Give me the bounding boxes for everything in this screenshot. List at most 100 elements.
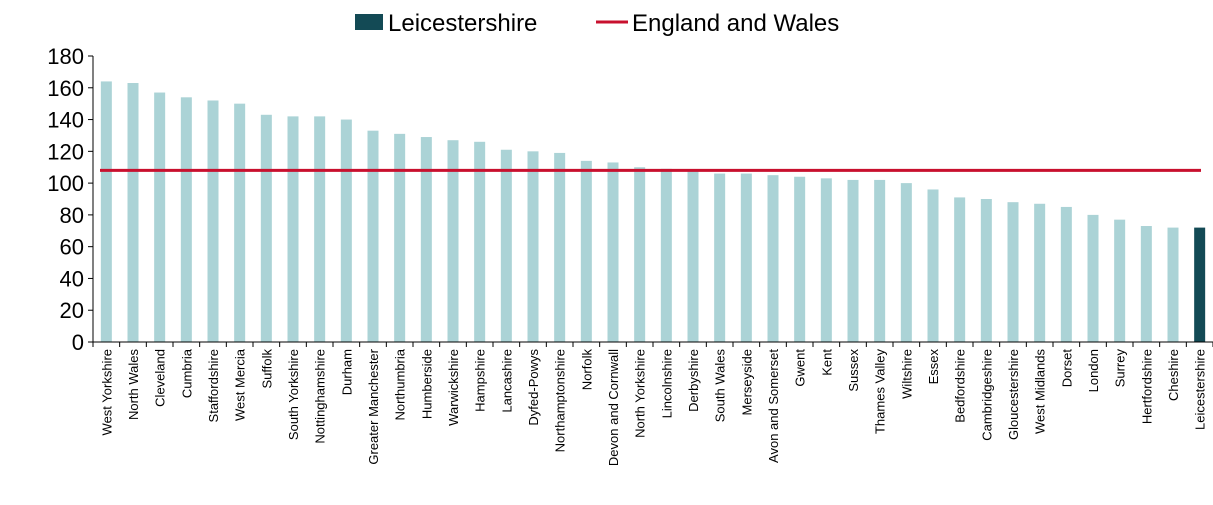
x-tick-label: Sussex (846, 349, 861, 392)
x-tick-label: Devon and Cornwall (606, 349, 621, 466)
x-tick-label: Leicestershire (1193, 349, 1208, 430)
bar-devon-and-cornwall (607, 162, 619, 342)
x-tick-label: West Midlands (1033, 349, 1048, 435)
bar-lincolnshire (660, 168, 672, 342)
y-tick-label: 20 (60, 298, 84, 323)
bar-avon-and-somerset (767, 175, 779, 342)
y-tick-label: 60 (60, 235, 84, 260)
bar-hampshire (474, 141, 486, 342)
x-tick-label: Norfolk (579, 349, 594, 391)
x-tick-label: Bedfordshire (953, 349, 968, 423)
bar-dorset (1060, 206, 1072, 342)
x-tick-label: Cheshire (1166, 349, 1181, 401)
x-tick-label: Gloucestershire (1006, 349, 1021, 440)
legend-label-leicestershire: Leicestershire (388, 10, 537, 37)
bar-surrey (1114, 219, 1126, 342)
x-tick-label: Warwickshire (446, 349, 461, 426)
bar-leicestershire (1194, 227, 1206, 342)
bar-north-yorkshire (634, 167, 646, 342)
bar-staffordshire (207, 100, 219, 342)
bar-cumbria (180, 97, 192, 342)
x-tick-label: Hampshire (473, 349, 488, 412)
x-tick-label: Thames Valley (873, 349, 888, 435)
bar-sussex (847, 179, 859, 342)
x-tick-label: Cambridgeshire (979, 349, 994, 441)
bar-warwickshire (447, 140, 459, 342)
x-tick-label: London (1086, 349, 1101, 392)
bars (100, 81, 1206, 343)
x-tick-label: North Wales (126, 349, 141, 421)
bar-cheshire (1167, 227, 1179, 342)
x-tick-label: Wiltshire (899, 349, 914, 399)
y-tick-label: 140 (47, 108, 84, 133)
x-tick-label: Essex (926, 349, 941, 385)
y-tick-label: 0 (72, 330, 84, 355)
bar-west-midlands (1034, 203, 1046, 342)
bar-northumbria (394, 133, 406, 342)
bar-south-wales (714, 173, 726, 342)
y-tick-label: 100 (47, 171, 84, 196)
bar-kent (820, 178, 832, 342)
x-tick-label: Humberside (419, 349, 434, 419)
bar-london (1087, 214, 1099, 342)
x-tick-label: Dyfed-Powys (526, 349, 541, 426)
y-tick-label: 160 (47, 76, 84, 101)
bar-west-yorkshire (100, 81, 112, 342)
bar-north-wales (127, 83, 139, 342)
bar-south-yorkshire (287, 116, 299, 342)
bar-nottinghamshire (314, 116, 326, 342)
x-tick-label: Durham (339, 349, 354, 395)
bar-west-mercia (234, 103, 246, 343)
bar-northamptonshire (554, 152, 566, 342)
x-tick-label: South Yorkshire (286, 349, 301, 440)
x-tick-label: Cleveland (153, 349, 168, 407)
bar-wiltshire (900, 183, 912, 342)
y-tick-label: 120 (47, 139, 84, 164)
bar-dyfed-powys (527, 151, 539, 342)
bar-greater-manchester (367, 130, 379, 342)
x-tick-label: Hertfordshire (1139, 349, 1154, 424)
x-tick-label: Northamptonshire (553, 349, 568, 452)
bar-gloucestershire (1007, 202, 1019, 342)
x-tick-label: Staffordshire (206, 349, 221, 422)
bar-hertfordshire (1140, 226, 1152, 342)
x-tick-label: West Yorkshire (99, 349, 114, 435)
bar-essex (927, 189, 939, 342)
bar-merseyside (740, 173, 752, 342)
bar-gwent (794, 176, 806, 342)
x-tick-label: Greater Manchester (366, 348, 381, 464)
bar-derbyshire (687, 170, 699, 342)
bar-suffolk (260, 114, 272, 343)
bar-cleveland (154, 92, 166, 343)
legend-label-england-wales: England and Wales (632, 10, 839, 37)
x-axis: West Yorkshire North Wales Cleveland Cumbri… (92, 341, 1213, 466)
x-tick-label: Suffolk (259, 349, 274, 389)
x-tick-label: Surrey (1113, 349, 1128, 388)
bar-thames-valley (874, 179, 886, 342)
x-tick-label: Gwent (793, 349, 808, 387)
legend: Leicestershire England and Wales (355, 10, 839, 37)
bar-durham (340, 119, 352, 342)
legend-swatch-leicestershire (355, 14, 383, 30)
x-tick-label: Northumbria (393, 348, 408, 420)
bar-humberside (420, 137, 432, 342)
bar-bedfordshire (954, 197, 966, 342)
y-axis: 0 20 40 60 80 100 120 140 160 180 (47, 44, 94, 355)
x-tick-label: Kent (819, 349, 834, 376)
x-tick-label: Nottinghamshire (313, 349, 328, 444)
x-tick-label: Derbyshire (686, 349, 701, 412)
bar-lancashire (500, 149, 512, 342)
y-tick-label: 40 (60, 266, 84, 291)
bar-norfolk (580, 160, 592, 342)
x-tick-label: Merseyside (739, 349, 754, 415)
x-tick-label: North Yorkshire (633, 349, 648, 438)
y-tick-label: 80 (60, 203, 84, 228)
x-tick-label: West Mercia (233, 348, 248, 421)
x-tick-label: Lancashire (499, 349, 514, 413)
x-tick-label: Cumbria (179, 348, 194, 398)
x-tick-label: Avon and Somerset (766, 349, 781, 463)
bar-cambridgeshire (980, 199, 992, 342)
x-tick-label: South Wales (713, 349, 728, 423)
x-tick-label: Dorset (1059, 349, 1074, 388)
